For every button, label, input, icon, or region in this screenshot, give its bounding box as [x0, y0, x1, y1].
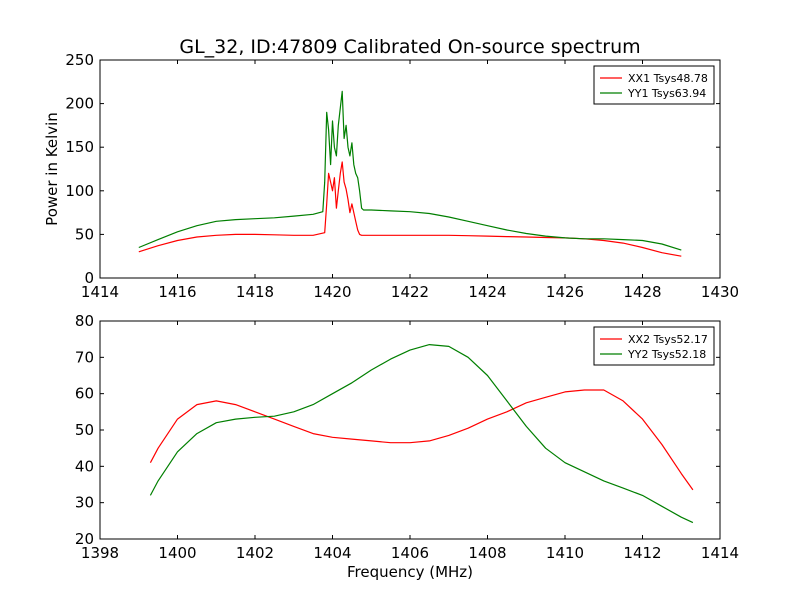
- panel-2-y-tick-label: 30: [75, 494, 94, 512]
- panel-1-y-tick-label: 250: [65, 51, 94, 69]
- panel-2-x-tick-label: 1406: [391, 544, 429, 562]
- panel-2-series-line-2: [149, 344, 694, 524]
- panel-1-x-tick-label: 1426: [546, 283, 584, 301]
- panel-2-x-tick-label: 1404: [313, 544, 351, 562]
- panel-1-y-axis-label: Power in Kelvin: [43, 112, 61, 226]
- panel-2-x-tick-label: 1414: [701, 544, 739, 562]
- panel-2-x-tick-label: 1402: [236, 544, 274, 562]
- panel-2-legend-label-1: XX2 Tsys52.17: [628, 333, 708, 346]
- panel-2-legend-box: [593, 326, 715, 366]
- panel-2-y-tick-label: 40: [75, 457, 94, 475]
- panel-1-x-tick-label: 1414: [81, 283, 119, 301]
- panel-2-x-tick-label: 1412: [623, 544, 661, 562]
- panel-2-y-tick-label: 20: [75, 530, 94, 548]
- panel-1-legend-label-2: YY1 Tsys63.94: [627, 87, 706, 100]
- panel-2-y-tick-label: 80: [75, 312, 94, 330]
- panel-2-y-tick-label: 70: [75, 348, 94, 366]
- panel-2: 1398 1400 1402 1404 1406 1408 1410 1412 1414 20 30…: [75, 312, 739, 562]
- panel-1-x-tick-label: 1424: [468, 283, 506, 301]
- panel-2-x-tick-label: 1408: [468, 544, 506, 562]
- panel-1-y-tick-label: 150: [65, 138, 94, 156]
- panel-1-x-tick-label: 1416: [158, 283, 196, 301]
- panel-1-legend-label-1: XX1 Tsys48.78: [628, 72, 708, 85]
- panel-2-y-tick-label: 60: [75, 385, 94, 403]
- panel-1: 1414 1416 1418 1420 1422 1424 1426 1428 1430 0 50 1…: [43, 51, 739, 301]
- panel-2-series-line-1: [149, 389, 694, 491]
- panel-1-x-tick-label: 1430: [701, 283, 739, 301]
- panel-1-series-line-1: [138, 161, 682, 257]
- panel-1-x-tick-label: 1428: [623, 283, 661, 301]
- panel-1-y-tick-label: 200: [65, 95, 94, 113]
- panel-1-x-tick-label: 1422: [391, 283, 429, 301]
- panel-1-x-tick-label: 1418: [236, 283, 274, 301]
- panel-2-x-tick-label: 1400: [158, 544, 196, 562]
- x-axis-label: Frequency (MHz): [347, 563, 473, 581]
- panel-1-legend-box: [593, 65, 715, 105]
- panel-2-x-tick-label: 1398: [81, 544, 119, 562]
- panel-1-series-line-2: [138, 90, 682, 251]
- panel-1-y-tick-label: 0: [84, 269, 94, 287]
- panel-2-x-tick-label: 1410: [546, 544, 584, 562]
- chart-title: GL_32, ID:47809 Calibrated On-source spe…: [179, 36, 640, 58]
- panel-1-y-tick-label: 100: [65, 182, 94, 200]
- panel-1-y-tick-label: 50: [75, 225, 94, 243]
- panel-1-x-tick-label: 1420: [313, 283, 351, 301]
- panel-2-legend-label-2: YY2 Tsys52.18: [627, 348, 706, 361]
- plots-layer: 1414 1416 1418 1420 1422 1424 1426 1428 14300501…: [43, 51, 739, 562]
- panel-2-y-tick-label: 50: [75, 421, 94, 439]
